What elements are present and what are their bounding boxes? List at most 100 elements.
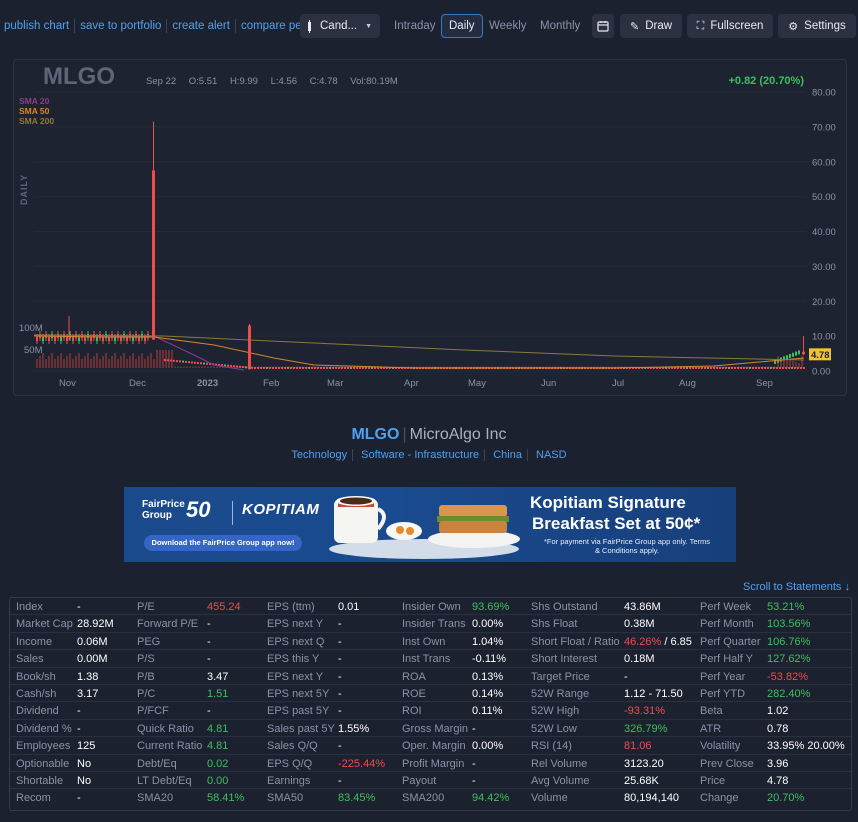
stat-label-book-sh[interactable]: Book/sh — [16, 670, 56, 683]
stat-label-roi[interactable]: ROI — [402, 705, 422, 718]
settings-button[interactable]: ⚙ Settings — [778, 14, 856, 38]
stat-label-short-interest[interactable]: Short Interest — [531, 653, 598, 666]
stat-label-p-e[interactable]: P/E — [137, 601, 155, 613]
stat-label-eps-next-y[interactable]: EPS next Y — [267, 670, 324, 683]
stat-label-eps-next-q[interactable]: EPS next Q — [267, 635, 325, 648]
stat-label-shs-float[interactable]: Shs Float — [531, 618, 578, 631]
chart-type-dropdown[interactable]: Cand... ▼ — [300, 14, 380, 38]
stat-label-inst-trans[interactable]: Inst Trans — [402, 653, 451, 666]
tag-sector[interactable]: Technology — [286, 449, 354, 461]
stat-label-perf-month[interactable]: Perf Month — [700, 618, 754, 631]
stat-label-eps-this-y[interactable]: EPS this Y — [267, 653, 320, 666]
stat-label-earnings[interactable]: Earnings — [267, 775, 311, 787]
stat-label-current-ratio[interactable]: Current Ratio — [137, 740, 203, 753]
stat-label-perf-year[interactable]: Perf Year — [700, 670, 746, 683]
download-app-button[interactable]: Download the FairPrice Group app now! — [144, 535, 302, 551]
stat-value-sales-q-q: - — [338, 740, 342, 753]
stat-label-rsi-14[interactable]: RSI (14) — [531, 740, 572, 753]
stat-label-eps-next-5y[interactable]: EPS next 5Y — [267, 688, 330, 700]
stat-label-employees[interactable]: Employees — [16, 740, 71, 753]
stat-label-atr[interactable]: ATR — [700, 722, 722, 735]
stat-label-perf-quarter[interactable]: Perf Quarter — [700, 635, 761, 648]
publish-chart-link[interactable]: publish chart — [4, 19, 76, 33]
stat-label-sales-past-5y[interactable]: Sales past 5Y — [267, 722, 335, 735]
candle-body — [365, 367, 367, 369]
stat-label-sma200[interactable]: SMA200 — [402, 792, 445, 805]
timeframe-weekly[interactable]: Weekly — [489, 20, 527, 32]
company-ticker[interactable]: MLGO — [351, 426, 400, 443]
stat-label-p-s[interactable]: P/S — [137, 653, 155, 666]
stat-label-peg[interactable]: PEG — [137, 635, 161, 648]
stat-label-sales-q-q[interactable]: Sales Q/Q — [267, 740, 318, 753]
stat-label-p-c[interactable]: P/C — [137, 688, 156, 700]
stat-label-recom[interactable]: Recom — [16, 792, 51, 805]
stat-label-52w-high[interactable]: 52W High — [531, 705, 580, 718]
stat-label-eps-past-5y[interactable]: EPS past 5Y — [267, 705, 330, 718]
price-chart[interactable]: 80.00 70.00 60.00 50.00 40.00 30.00 20.00 10.00… — [13, 59, 847, 396]
tag-exchange[interactable]: NASD — [536, 449, 567, 461]
stat-label-optionable[interactable]: Optionable — [16, 757, 70, 770]
stat-label-rel-volume[interactable]: Rel Volume — [531, 757, 588, 770]
stat-label-quick-ratio[interactable]: Quick Ratio — [137, 722, 194, 735]
stat-label-sales[interactable]: Sales — [16, 653, 44, 666]
timeframe-daily[interactable]: Daily — [441, 14, 483, 38]
stat-label-p-b[interactable]: P/B — [137, 670, 155, 683]
stat-label-price[interactable]: Price — [700, 775, 726, 787]
stat-label-roe[interactable]: ROE — [402, 688, 426, 700]
candle-body — [692, 367, 694, 369]
stat-label-insider-trans[interactable]: Insider Trans — [402, 618, 466, 631]
stat-label-eps-q-q[interactable]: EPS Q/Q — [267, 757, 313, 770]
create-alert-link[interactable]: create alert — [167, 19, 236, 33]
tag-industry[interactable]: Software - Infrastructure — [356, 449, 486, 461]
stat-label-profit-margin[interactable]: Profit Margin — [402, 757, 465, 770]
stat-label-avg-volume[interactable]: Avg Volume — [531, 775, 590, 787]
stat-label-volatility[interactable]: Volatility — [700, 740, 741, 753]
stat-label-eps-ttm[interactable]: EPS (ttm) — [267, 601, 315, 613]
draw-button[interactable]: ✎ Draw — [620, 14, 682, 38]
stat-label-roa[interactable]: ROA — [402, 670, 426, 683]
stat-label-gross-margin[interactable]: Gross Margin — [402, 722, 469, 735]
tag-country[interactable]: China — [488, 449, 528, 461]
fullscreen-button[interactable]: ⛶ Fullscreen — [687, 14, 773, 38]
stat-label-debt-eq[interactable]: Debt/Eq — [137, 757, 177, 770]
stat-label-short-float-ratio[interactable]: Short Float / Ratio — [531, 635, 620, 648]
stat-label-perf-week[interactable]: Perf Week — [700, 601, 752, 613]
stat-label-payout[interactable]: Payout — [402, 775, 437, 787]
stat-label-sma50[interactable]: SMA50 — [267, 792, 304, 805]
stat-label-dividend[interactable]: Dividend — [16, 705, 59, 718]
stat-label-forward-p-e[interactable]: Forward P/E — [137, 618, 199, 631]
stat-label-change[interactable]: Change — [700, 792, 739, 805]
stat-label-perf-half-y[interactable]: Perf Half Y — [700, 653, 753, 666]
spike-body — [152, 170, 155, 340]
stat-label-dividend[interactable]: Dividend % — [16, 722, 72, 735]
stat-label-shs-outstand[interactable]: Shs Outstand — [531, 601, 598, 613]
stat-label-sma20[interactable]: SMA20 — [137, 792, 174, 805]
stat-label-oper-margin[interactable]: Oper. Margin — [402, 740, 466, 753]
stat-label-inst-own[interactable]: Inst Own — [402, 635, 446, 648]
save-to-portfolio-link[interactable]: save to portfolio — [75, 19, 168, 33]
scroll-to-statements-link[interactable]: Scroll to Statements ↓ — [743, 581, 850, 593]
stat-label-volume[interactable]: Volume — [531, 792, 568, 805]
calendar-button[interactable] — [592, 14, 614, 38]
stat-label-index[interactable]: Index — [16, 601, 43, 613]
candle-body — [704, 367, 706, 369]
stat-label-income[interactable]: Income — [16, 635, 53, 648]
compare-perf-link[interactable]: compare perf. — [240, 20, 312, 32]
stat-label-52w-low[interactable]: 52W Low — [531, 722, 577, 735]
candle-body — [368, 367, 370, 369]
advertisement-banner[interactable]: FairPrice Group 50 KOPITIAM Download the… — [124, 487, 736, 562]
timeframe-intraday[interactable]: Intraday — [394, 20, 436, 32]
stat-label-eps-next-y[interactable]: EPS next Y — [267, 618, 324, 631]
stat-label-insider-own[interactable]: Insider Own — [402, 601, 461, 613]
stat-label-target-price[interactable]: Target Price — [531, 670, 590, 683]
stat-label-lt-debt-eq[interactable]: LT Debt/Eq — [137, 775, 192, 787]
stat-label-52w-range[interactable]: 52W Range — [531, 688, 590, 700]
timeframe-monthly[interactable]: Monthly — [540, 20, 581, 32]
stat-label-market-cap[interactable]: Market Cap — [16, 618, 73, 631]
stat-label-p-fcf[interactable]: P/FCF — [137, 705, 169, 718]
stat-label-perf-ytd[interactable]: Perf YTD — [700, 688, 746, 700]
stat-label-prev-close[interactable]: Prev Close — [700, 757, 754, 770]
stat-label-beta[interactable]: Beta — [700, 705, 723, 718]
stat-label-cash-sh[interactable]: Cash/sh — [16, 688, 57, 700]
stat-label-shortable[interactable]: Shortable — [16, 775, 64, 787]
